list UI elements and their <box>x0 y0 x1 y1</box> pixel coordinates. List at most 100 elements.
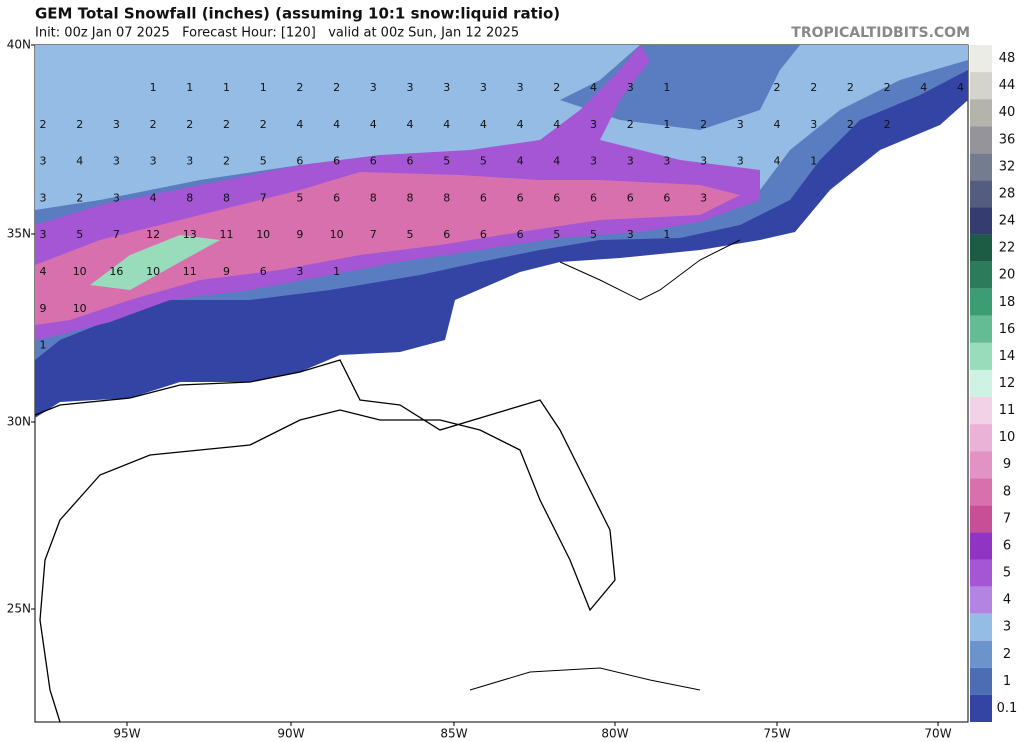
snow-value: 9 <box>223 265 230 278</box>
snow-value: 2 <box>700 118 707 131</box>
snow-value: 1 <box>186 81 193 94</box>
colorbar-swatch <box>970 532 992 560</box>
colorbar-swatch <box>970 586 992 614</box>
snow-value: 3 <box>627 228 634 241</box>
snow-value: 4 <box>76 155 83 168</box>
snow-value: 3 <box>150 155 157 168</box>
snow-value: 7 <box>260 191 267 204</box>
snow-value: 3 <box>737 155 744 168</box>
colorbar-swatch <box>970 180 992 208</box>
colorbar-swatch <box>970 640 992 668</box>
colorbar-swatch <box>970 207 992 235</box>
snow-value: 3 <box>113 191 120 204</box>
snow-value: 4 <box>517 155 524 168</box>
snow-value: 10 <box>256 228 270 241</box>
snow-value: 2 <box>333 81 340 94</box>
snow-value: 11 <box>220 228 234 241</box>
snow-value: 3 <box>443 81 450 94</box>
snow-value: 3 <box>40 228 47 241</box>
snow-value: 12 <box>146 228 160 241</box>
snow-value: 1 <box>223 81 230 94</box>
site-credit: TROPICALTIDBITS.COM <box>791 25 970 41</box>
title: GEM Total Snowfall (inches) (assuming 10… <box>35 5 560 23</box>
lon-label: 90W <box>277 727 304 741</box>
snow-value: 2 <box>40 118 47 131</box>
colorbar-label: 18 <box>999 295 1016 310</box>
snow-value: 3 <box>590 155 597 168</box>
snow-value: 4 <box>480 118 487 131</box>
snow-value: 6 <box>517 228 524 241</box>
snow-value: 2 <box>884 81 891 94</box>
colorbar-label: 7 <box>1003 511 1011 526</box>
snow-value: 6 <box>517 191 524 204</box>
colorbar: 4844403632282422201816141211109876543210… <box>970 45 1017 722</box>
colorbar-label: 10 <box>999 430 1016 445</box>
lat-label: 25N <box>7 602 31 616</box>
snow-value: 2 <box>553 81 560 94</box>
snow-value: 6 <box>370 155 377 168</box>
snow-value: 6 <box>480 191 487 204</box>
colorbar-swatch <box>970 45 992 73</box>
snow-value: 7 <box>113 228 120 241</box>
lon-label: 75W <box>763 727 790 741</box>
lon-label: 80W <box>601 727 628 741</box>
snow-value: 13 <box>183 228 197 241</box>
snow-value: 9 <box>40 302 47 315</box>
colorbar-label: 32 <box>999 159 1016 174</box>
colorbar-label: 4 <box>1003 593 1011 608</box>
snow-value: 9 <box>296 228 303 241</box>
colorbar-label: 8 <box>1003 484 1011 499</box>
snow-value: 5 <box>480 155 487 168</box>
colorbar-swatch <box>970 153 992 181</box>
colorbar-swatch <box>970 72 992 100</box>
snow-value: 3 <box>480 81 487 94</box>
snow-value: 2 <box>76 118 83 131</box>
colorbar-label: 48 <box>999 51 1016 66</box>
snow-value: 2 <box>260 118 267 131</box>
snow-value: 3 <box>517 81 524 94</box>
colorbar-swatch <box>970 369 992 398</box>
snow-value: 1 <box>40 339 47 352</box>
colorbar-label: 36 <box>999 132 1016 147</box>
colorbar-swatch <box>970 315 992 343</box>
lon-label: 70W <box>924 727 951 741</box>
snow-area <box>35 172 740 325</box>
snow-value: 2 <box>810 81 817 94</box>
snow-value: 3 <box>590 118 597 131</box>
snow-value: 8 <box>370 191 377 204</box>
lat-label: 30N <box>7 415 31 429</box>
colorbar-label: 22 <box>999 241 1016 256</box>
snow-value: 2 <box>774 81 781 94</box>
colorbar-swatch <box>970 126 992 154</box>
colorbar-swatch <box>970 397 992 425</box>
snow-value: 10 <box>73 302 87 315</box>
snow-value: 1 <box>810 155 817 168</box>
colorbar-swatch <box>970 451 992 479</box>
snow-value: 5 <box>296 191 303 204</box>
snow-value: 1 <box>333 265 340 278</box>
snow-value: 6 <box>333 191 340 204</box>
snow-value: 3 <box>663 155 670 168</box>
snow-value: 5 <box>443 155 450 168</box>
lat-label: 35N <box>7 227 31 241</box>
snow-value: 1 <box>150 81 157 94</box>
snow-value: 5 <box>553 228 560 241</box>
snow-value: 5 <box>590 228 597 241</box>
coastline <box>559 239 741 301</box>
coastline <box>34 359 616 723</box>
colorbar-swatch <box>970 424 992 452</box>
lat-label: 40N <box>7 38 31 52</box>
colorbar-swatch <box>970 342 992 370</box>
snow-value: 6 <box>296 155 303 168</box>
snow-value: 3 <box>700 191 707 204</box>
snow-value: 4 <box>517 118 524 131</box>
snow-value: 2 <box>186 118 193 131</box>
colorbar-swatch <box>970 261 992 289</box>
snow-value: 3 <box>296 265 303 278</box>
snow-value: 6 <box>333 155 340 168</box>
colorbar-label: 9 <box>1003 457 1011 472</box>
snow-value: 2 <box>627 118 634 131</box>
snow-value: 2 <box>223 118 230 131</box>
snow-value: 4 <box>370 118 377 131</box>
snow-value: 2 <box>296 81 303 94</box>
